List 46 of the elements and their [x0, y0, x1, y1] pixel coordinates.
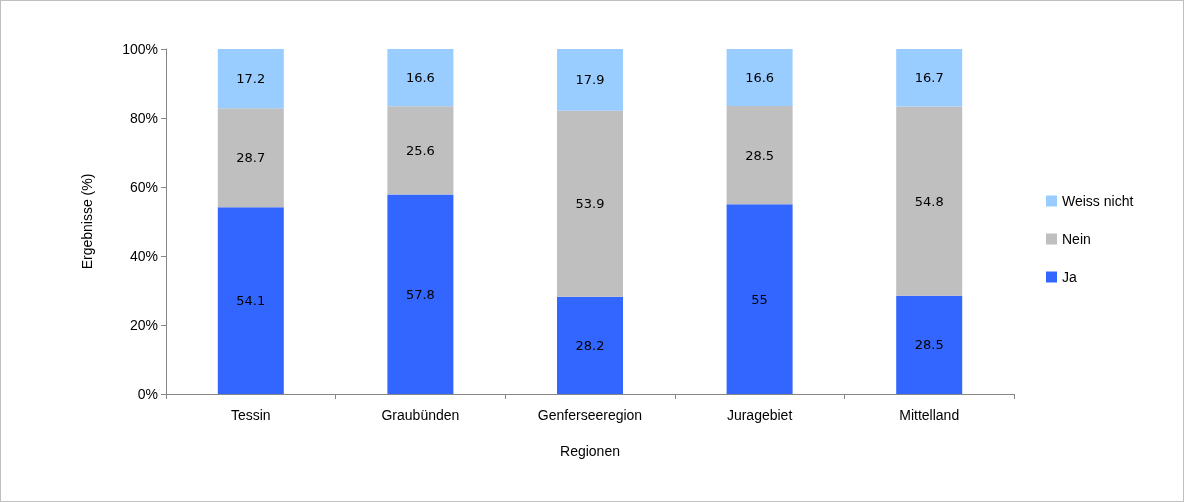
y-tick-label: 40% — [129, 248, 158, 264]
legend-label: Ja — [1062, 269, 1077, 285]
bar — [557, 110, 623, 297]
y-tick-label: 20% — [129, 317, 158, 333]
data-label: 17.9 — [575, 72, 605, 88]
bar — [387, 49, 454, 107]
x-axis-title: Regionen — [560, 443, 620, 459]
y-axis-title: Ergebnisse (%) — [79, 173, 95, 270]
bar — [557, 49, 623, 111]
data-label: 57.8 — [405, 286, 435, 302]
bar — [217, 207, 284, 394]
legend-label: Weiss nicht — [1062, 193, 1134, 209]
y-tick-label: 100% — [122, 41, 158, 57]
legend-label: Nein — [1062, 231, 1091, 247]
data-label: 16.6 — [405, 70, 435, 86]
y-tick-label: 60% — [129, 179, 158, 195]
data-label: 28.2 — [575, 337, 605, 353]
x-tick-label: Genferseeregion — [537, 407, 643, 423]
data-label: 55 — [751, 291, 768, 307]
bar — [217, 108, 284, 208]
y-tick-label: 0% — [137, 386, 158, 402]
bar — [726, 105, 793, 205]
data-label: 16.6 — [745, 69, 775, 85]
y-tick-label: 80% — [129, 110, 158, 126]
bar — [896, 106, 963, 296]
bar — [557, 296, 623, 394]
bar — [387, 194, 454, 394]
x-tick-label: Mittelland — [899, 407, 960, 423]
bar — [896, 295, 963, 394]
data-label: 28.5 — [745, 147, 775, 163]
data-label: 54.8 — [914, 193, 944, 209]
bar — [217, 49, 284, 109]
data-label: 16.7 — [914, 70, 944, 86]
data-label: 53.9 — [575, 196, 605, 212]
x-tick-label: Tessin — [230, 407, 271, 423]
data-label: 54.1 — [236, 293, 266, 309]
data-label: 17.2 — [236, 71, 266, 87]
bar — [896, 49, 963, 107]
bar — [387, 106, 454, 195]
data-label: 25.6 — [405, 142, 435, 158]
data-label: 28.7 — [236, 150, 266, 166]
x-tick-label: Juragebiet — [726, 407, 793, 423]
bar — [726, 204, 793, 394]
bar — [726, 49, 793, 106]
x-tick-label: Graubünden — [381, 407, 460, 423]
data-label: 28.5 — [914, 337, 944, 353]
